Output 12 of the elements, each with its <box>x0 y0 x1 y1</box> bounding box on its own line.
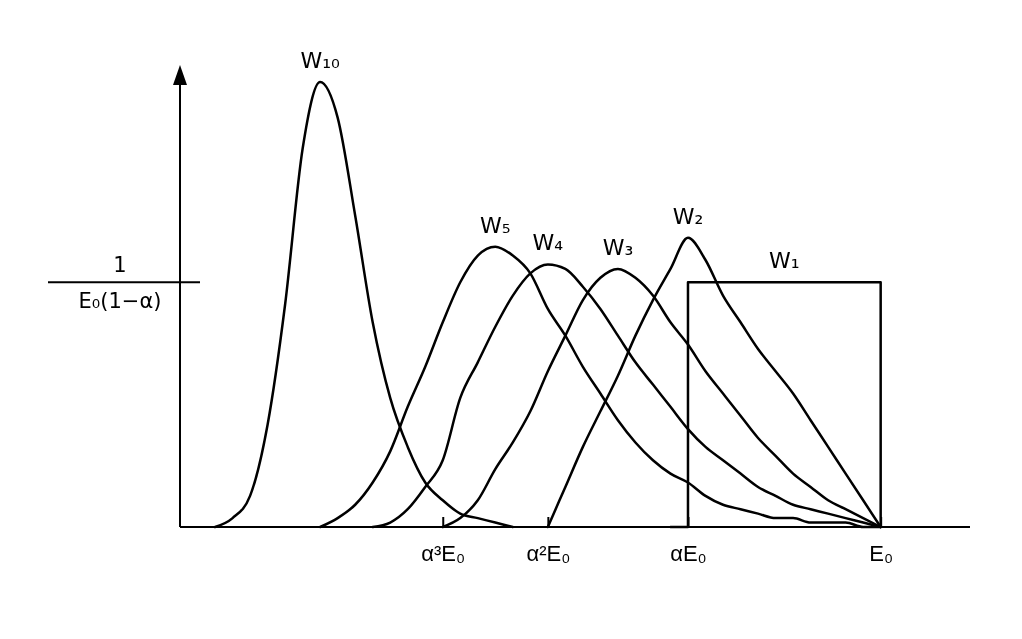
x-tick-label: α³E₀ <box>421 540 466 566</box>
series-label: W₃ <box>602 234 634 260</box>
series-label: W₄ <box>532 230 564 256</box>
series-label: W₂ <box>672 203 704 229</box>
series-label: W₁ <box>769 248 800 274</box>
text: 1 <box>113 253 127 278</box>
x-tick-label: αE₀ <box>670 540 707 566</box>
text: E₀(1−α) <box>78 289 162 314</box>
x-tick-label: α²E₀ <box>526 540 571 566</box>
x-tick-label: E₀ <box>869 540 894 566</box>
series-label: W₁₀ <box>300 48 340 73</box>
series-label: W₅ <box>480 212 511 238</box>
